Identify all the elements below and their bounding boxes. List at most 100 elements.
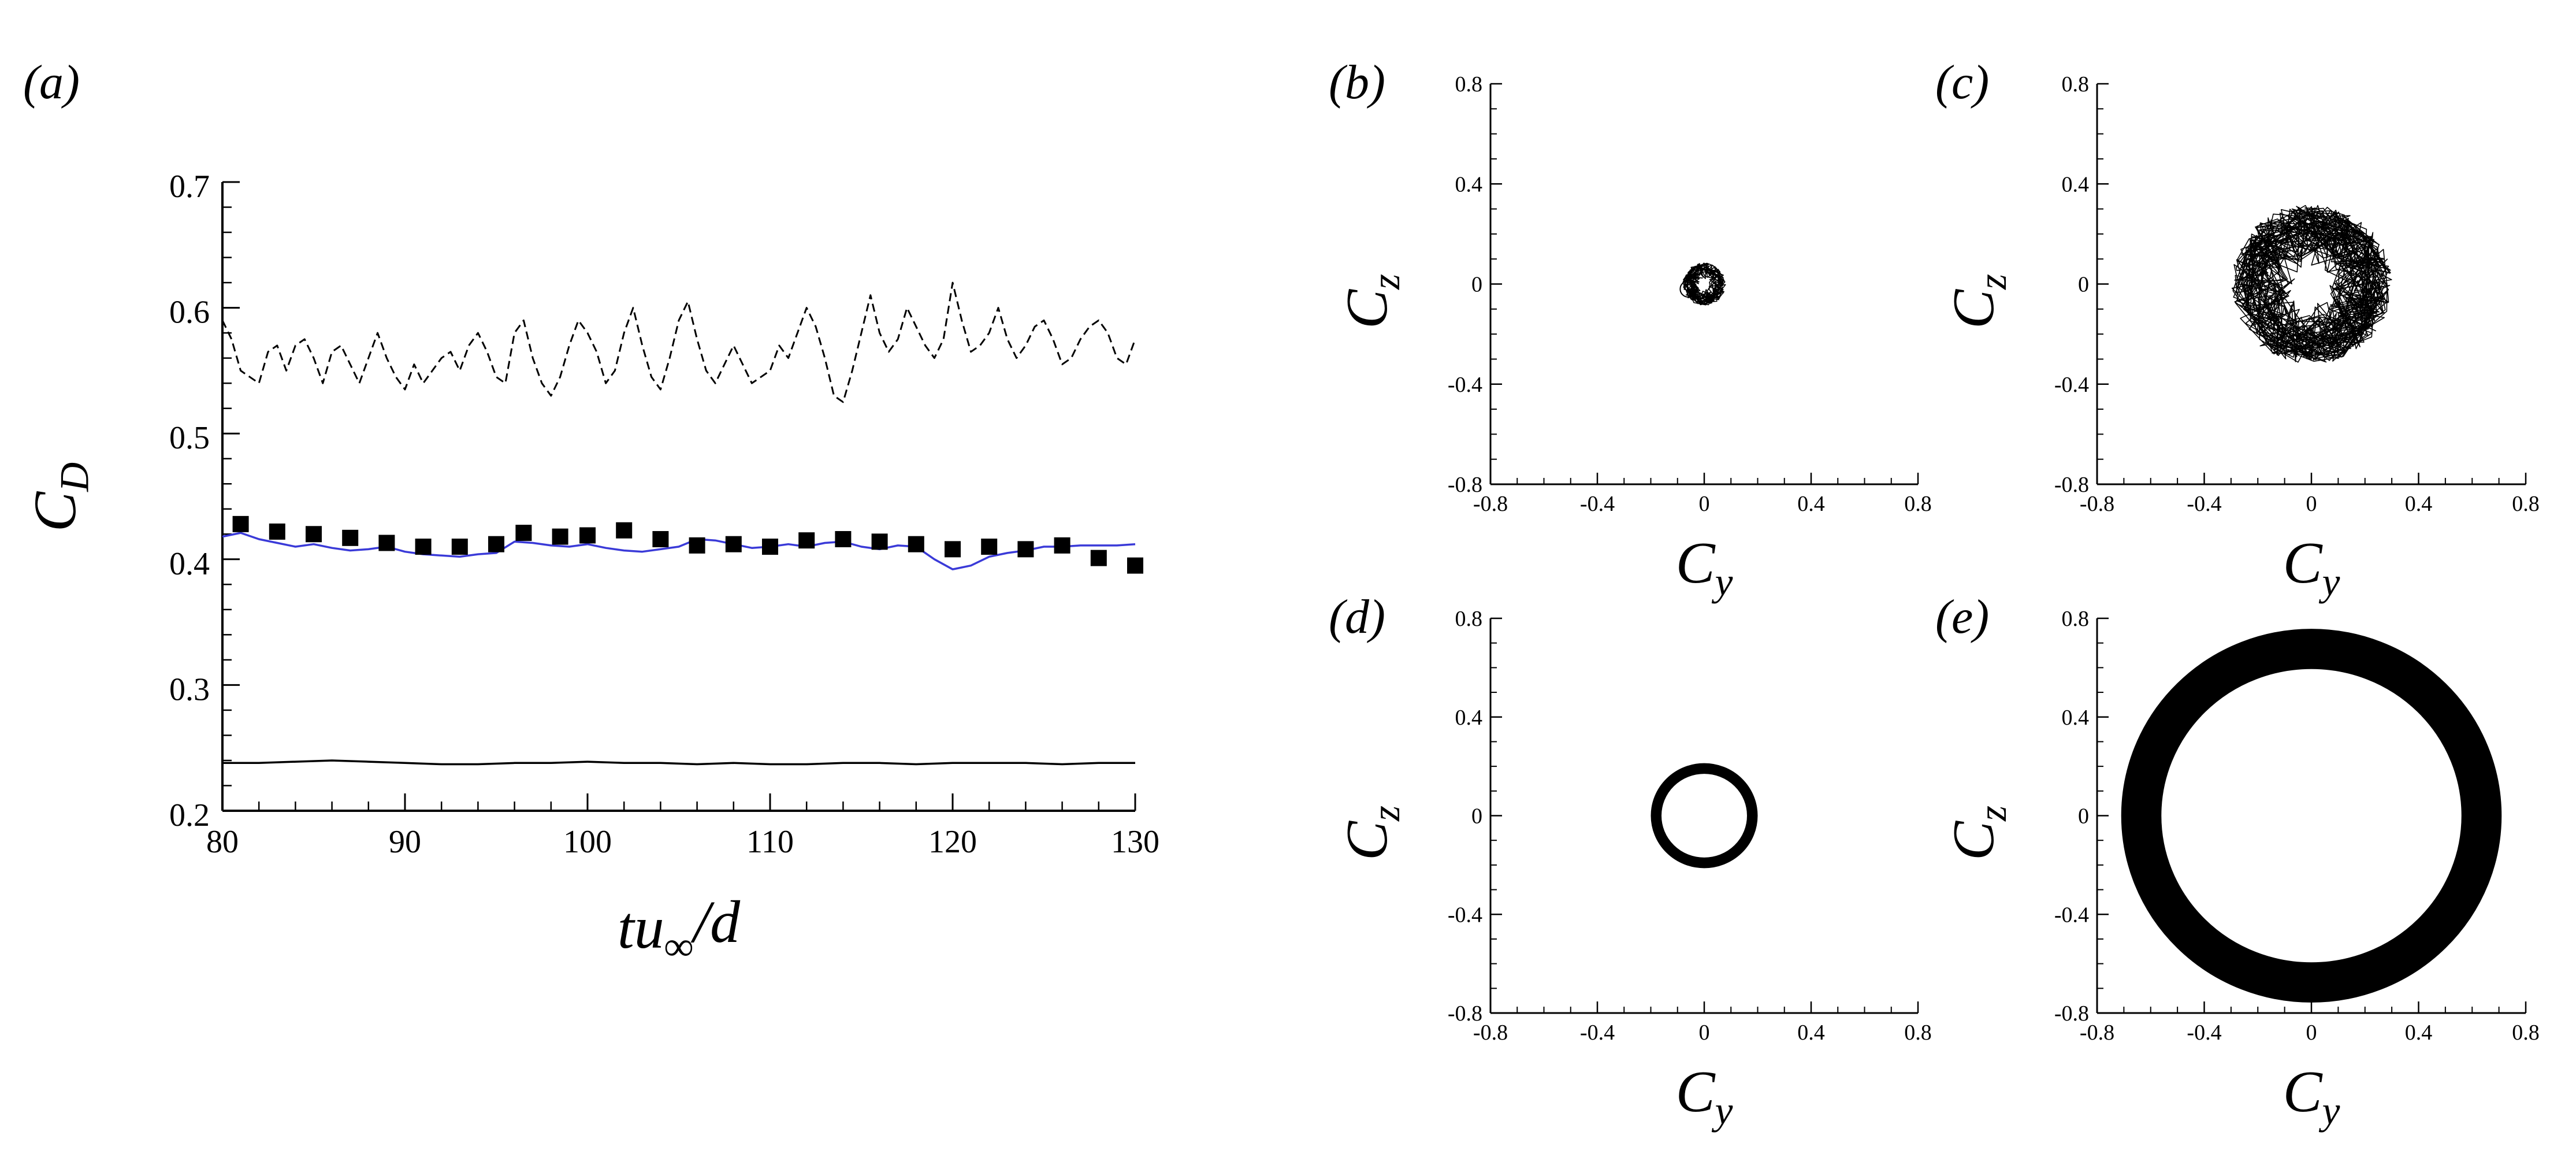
panel-a-ylabel-sub: D [53, 462, 98, 492]
panel-b-xtick-label: 0.4 [1797, 492, 1825, 516]
panel-c-ylabel-sub: z [1971, 274, 2015, 290]
panel-e-trajectory-ring [2121, 629, 2502, 1003]
panel-e-ylabel-main: C [1941, 821, 2006, 860]
panel-a-square-marker [725, 536, 742, 552]
panel-c-ytick-label: 0.8 [2062, 72, 2090, 97]
panel-a-square-marker [908, 536, 924, 552]
panel-c-ytick-label: -0.8 [2054, 473, 2089, 497]
panel-d-xlabel-main: C [1676, 1059, 1716, 1125]
panel-a-square-marker [415, 539, 432, 555]
panel-c-xlabel-text: Cy [2283, 530, 2340, 604]
panel-b-trajectory-loop [1679, 280, 1697, 298]
panel-d-ylabel-main: C [1335, 821, 1400, 860]
panel-c-xtick-label: 0 [2306, 492, 2317, 516]
panel-e-ytick-label: -0.4 [2054, 903, 2089, 927]
panel-c-xtick-label: -0.8 [2080, 492, 2114, 516]
panel-e-xtick-label: 0.4 [2405, 1021, 2433, 1045]
panel-d-xtick-label: 0 [1699, 1021, 1710, 1045]
panel-d-ylabel-sub: z [1364, 806, 1408, 822]
panel-a-square-marker [515, 525, 532, 541]
panel-b-xtick-label: -0.4 [1580, 492, 1615, 516]
panel-a-series-solid-black [222, 759, 1135, 766]
panel-a-square-marker [871, 533, 888, 550]
panel-e-ylabel-text: Cz [1941, 806, 2015, 860]
panel-a-square-marker [981, 539, 998, 555]
panel-c-ytick-label: 0.4 [2062, 172, 2090, 196]
panel-c-ytick-label: -0.4 [2054, 373, 2089, 397]
panel-b-ytick-label: 0.8 [1455, 72, 1483, 97]
panel-a-ytick-label: 0.5 [169, 420, 210, 456]
panel-a-xlabel-inf: ∞ [664, 924, 693, 969]
panel-a-square-marker [378, 535, 395, 551]
panel-a-xtick-label: 120 [928, 824, 977, 860]
panel-e-xlabel: Cy [2283, 1059, 2340, 1133]
panel-d-ytick-label: 0 [1471, 804, 1482, 829]
panel-a-ytick-label: 0.3 [169, 671, 210, 707]
panel-e-ylabel: Cz [1941, 806, 2015, 860]
panel-d-ylabel: Cz [1335, 806, 1408, 860]
panel-a-square-marker [232, 515, 249, 532]
panel-b-trajectory [1682, 262, 1726, 306]
panel-e-ylabel-sub: z [1971, 806, 2015, 822]
panel-e-label: (e) [1935, 590, 1989, 644]
panel-b-xlabel: Cy [1676, 530, 1733, 604]
panel-b-ylabel: Cz [1335, 274, 1408, 329]
panel-a-ytick-label: 0.7 [169, 169, 210, 205]
panel-a-xlabel-part3: /d [690, 889, 741, 955]
panel-a-square-marker [579, 527, 596, 544]
panel-a-xlabel: tu∞/d [618, 889, 741, 969]
panel-d-xlabel: Cy [1676, 1059, 1733, 1133]
panel-b-xlabel-sub: y [1712, 560, 1733, 604]
panel-d-trajectory-ring [1651, 763, 1758, 869]
panel-b-xtick-label: 0 [1699, 492, 1710, 516]
panel-a-label: (a) [23, 55, 80, 109]
panel-c-ylabel-main: C [1941, 289, 2006, 329]
panel-e-ytick-label: 0.4 [2062, 706, 2090, 730]
panel-a-square-marker [1127, 557, 1143, 574]
panel-a-square-marker [798, 532, 815, 549]
panel-a-square-marker [1017, 541, 1034, 558]
panel-a-square-marker [689, 537, 705, 554]
panel-e-xtick-label: 0.8 [2512, 1021, 2540, 1045]
panel-c-xlabel-sub: y [2319, 560, 2340, 604]
panel-e-xlabel-sub: y [2319, 1089, 2340, 1133]
panel-d-ytick-label: -0.8 [1448, 1001, 1482, 1026]
panel-d-xtick-label: -0.4 [1580, 1021, 1615, 1045]
panel-e-xlabel-text: Cy [2283, 1059, 2340, 1133]
panel-a-xtick-label: 130 [1111, 824, 1159, 860]
panel-a-xtick-label: 100 [563, 824, 612, 860]
panel-a-square-marker [552, 528, 568, 545]
panel-b-ytick-label: 0 [1471, 273, 1482, 297]
panel-a-ylabel: CD [22, 462, 98, 532]
panel-a-square-marker [616, 522, 633, 539]
panel-d-ylabel-text: Cz [1335, 806, 1408, 860]
panel-a-square-marker [306, 526, 322, 543]
panel-c-xtick-label: 0.8 [2512, 492, 2540, 516]
panel-c-label: (c) [1935, 55, 1989, 109]
panel-d-xlabel-sub: y [1712, 1089, 1733, 1133]
panel-e-ytick-label: 0.8 [2062, 607, 2090, 631]
panel-a-square-marker [652, 530, 669, 547]
panel-d-label: (d) [1329, 590, 1385, 644]
panel-a-ytick-label: 0.2 [169, 797, 210, 833]
panel-a: (a) 0.2 0.3 0.4 0.5 0.6 0.7 80 90 100 110 120 130 tu∞… [22, 55, 1159, 969]
panel-a-square-marker [835, 530, 852, 547]
panel-b-ytick-label: -0.4 [1448, 373, 1482, 397]
panel-c-xtick-label: -0.4 [2187, 492, 2221, 516]
panel-d-xtick-label: 0.4 [1797, 1021, 1825, 1045]
panel-e-xtick-label: -0.8 [2080, 1021, 2114, 1045]
panel-e-ytick-label: 0 [2078, 804, 2089, 829]
panel-c-xlabel-main: C [2283, 530, 2323, 596]
panel-c-trajectory [2231, 205, 2392, 363]
panel-b-xlabel-main: C [1676, 530, 1716, 596]
panel-e-xtick-label: 0 [2306, 1021, 2317, 1045]
panel-b-ytick-label: 0.4 [1455, 172, 1483, 196]
panel-b-ylabel-sub: z [1364, 274, 1408, 290]
panel-a-square-marker [451, 539, 468, 555]
panel-a-square-marker [269, 523, 285, 540]
